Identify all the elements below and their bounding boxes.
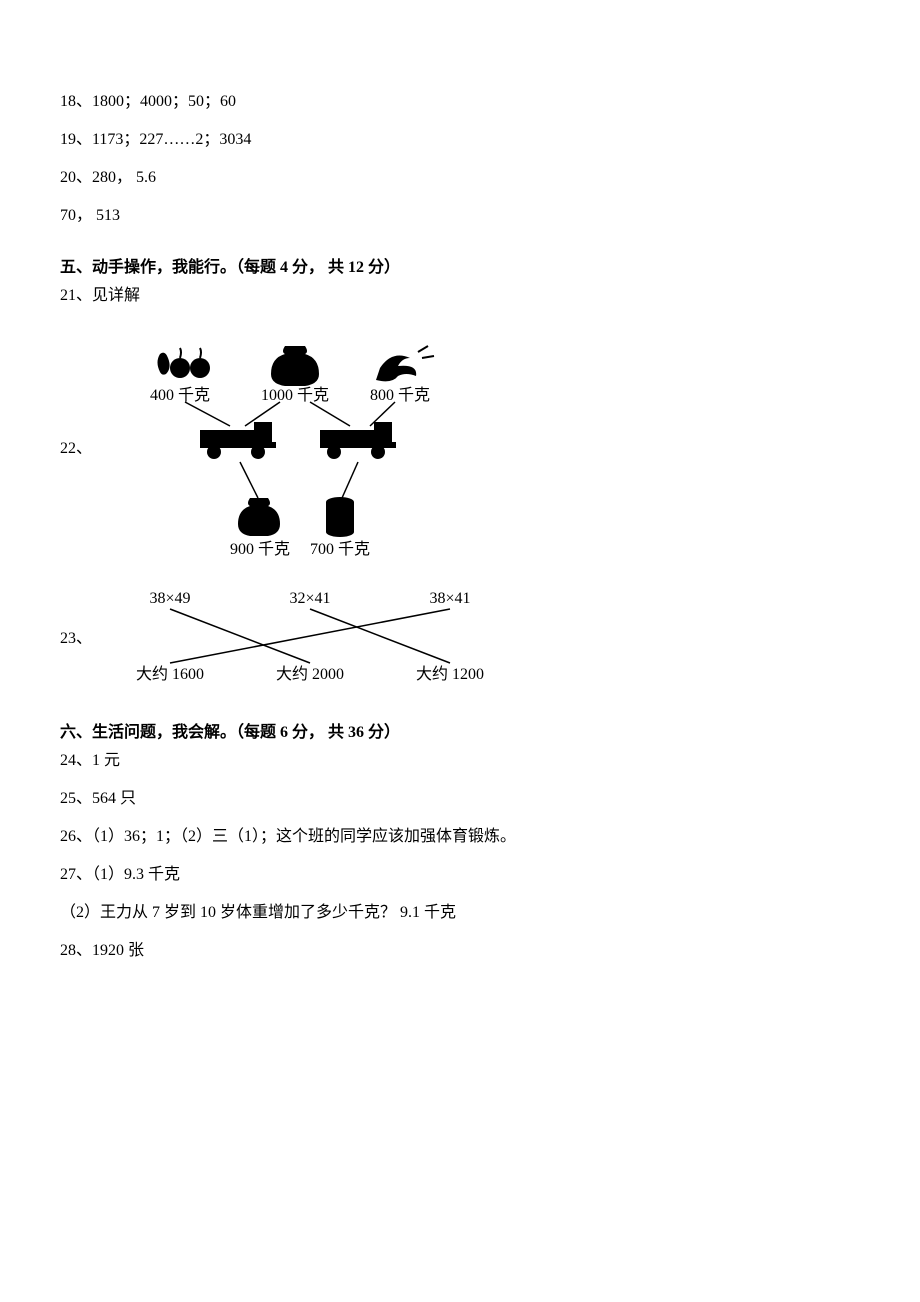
q23-top-3: 38×41 <box>430 590 471 607</box>
fruits-icon <box>158 348 211 378</box>
q22-lines-top <box>185 402 395 426</box>
seafood-icon <box>376 346 434 381</box>
q23-bot-1: 大约 1600 <box>136 665 204 683</box>
q23-top-1: 38×49 <box>150 590 191 607</box>
truck-1-icon <box>200 422 276 459</box>
q23-svg: 38×49 32×41 38×41 大约 1600 大约 2000 大约 120… <box>100 585 520 685</box>
answer-20b: 70， 513 <box>60 204 920 228</box>
answer-26: 26、（1）36；1；（2）三（1）；这个班的同学应该加强体育锻炼。 <box>60 825 920 849</box>
q22-bot-label-2: 700 千克 <box>310 540 370 558</box>
q22-top-label-2: 1000 千克 <box>261 386 329 404</box>
q23-figure: 38×49 32×41 38×41 大约 1600 大约 2000 大约 120… <box>100 585 520 693</box>
q23-label: 23、 <box>60 627 92 651</box>
edge-t2-b3 <box>310 609 450 663</box>
q23-row: 23、 38×49 32×41 38×41 大约 1600 大约 2000 大约… <box>60 585 920 693</box>
answer-25: 25、564 只 <box>60 787 920 811</box>
q23-bot-3: 大约 1200 <box>416 665 484 683</box>
sack-2-icon <box>238 498 280 536</box>
answer-18: 18、1800；4000；50；60 <box>60 90 920 114</box>
q22-label: 22、 <box>60 437 92 461</box>
barrel-icon <box>326 497 354 537</box>
q23-edges <box>170 609 450 663</box>
edge-t3-b1 <box>170 609 450 663</box>
answer-19: 19、1173；227……2；3034 <box>60 128 920 152</box>
answer-28: 28、1920 张 <box>60 939 920 963</box>
q22-svg: 400 千克 1000 千克 800 千克 <box>100 322 460 567</box>
sack-icon <box>271 346 319 386</box>
section-6-heading: 六、生活问题，我会解。（每题 6 分， 共 36 分） <box>60 721 920 745</box>
answer-27a: 27、（1）9.3 千克 <box>60 863 920 887</box>
q22-bot-label-1: 900 千克 <box>230 540 290 558</box>
answer-21: 21、见详解 <box>60 284 920 308</box>
answer-20: 20、280， 5.6 <box>60 166 920 190</box>
q22-top-label-3: 800 千克 <box>370 386 430 404</box>
answer-24: 24、1 元 <box>60 749 920 773</box>
q23-top-2: 32×41 <box>290 590 331 607</box>
truck-2-icon <box>320 422 396 459</box>
q23-bot-2: 大约 2000 <box>276 665 344 683</box>
q22-top-label-1: 400 千克 <box>150 386 210 404</box>
section-5-heading: 五、动手操作，我能行。（每题 4 分， 共 12 分） <box>60 256 920 280</box>
edge-t1-b2 <box>170 609 310 663</box>
answer-27b: （2）王力从 7 岁到 10 岁体重增加了多少千克？ 9.1 千克 <box>60 901 920 925</box>
q22-figure: 400 千克 1000 千克 800 千克 <box>100 322 460 575</box>
q22-lines-bottom <box>240 462 358 498</box>
q22-row: 22、 400 千克 1000 千克 800 千 <box>60 322 920 575</box>
